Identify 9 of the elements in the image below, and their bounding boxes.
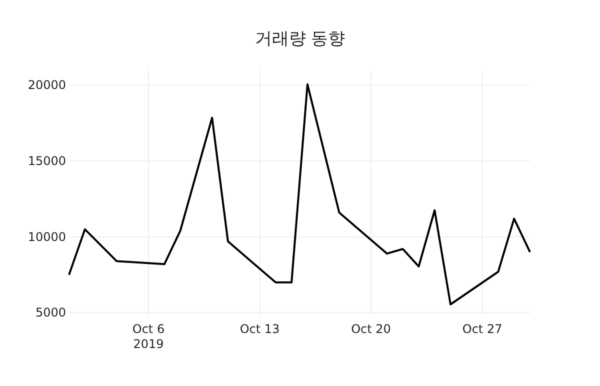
x-tick-label: Oct 13 bbox=[240, 322, 280, 336]
x-tick-label: Oct 6 2019 bbox=[132, 322, 165, 351]
x-tick-label: Oct 27 bbox=[462, 322, 502, 336]
x-tick-label: Oct 20 bbox=[351, 322, 391, 336]
y-tick-label: 10000 bbox=[28, 230, 66, 244]
y-tick-label: 15000 bbox=[28, 154, 66, 168]
y-tick-label: 20000 bbox=[28, 78, 66, 92]
y-tick-label: 5000 bbox=[35, 306, 66, 320]
chart-title: 거래량 동향 bbox=[254, 29, 346, 49]
